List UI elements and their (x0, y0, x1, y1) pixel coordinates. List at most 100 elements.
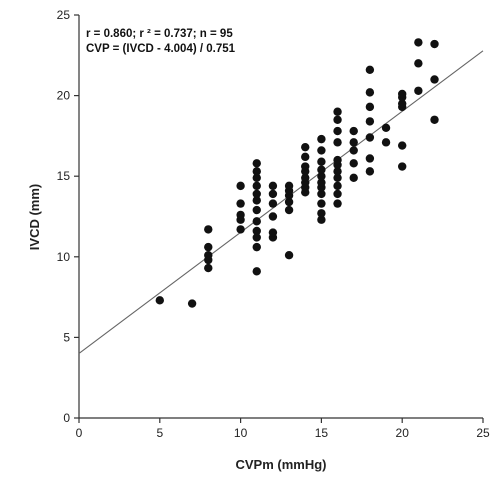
data-point (204, 263, 213, 273)
data-point (414, 59, 423, 68)
data-point (414, 38, 423, 47)
data-point (317, 199, 326, 208)
data-point (301, 162, 310, 171)
data-point (236, 210, 245, 220)
data-point (252, 167, 261, 176)
data-point (349, 146, 358, 155)
data-point (365, 65, 375, 75)
data-point (301, 152, 310, 162)
data-point (430, 75, 439, 84)
data-point (252, 173, 261, 183)
data-point (317, 189, 326, 199)
data-point (252, 233, 261, 242)
data-point (333, 173, 342, 183)
x-tick-label: 15 (315, 426, 329, 440)
data-point (252, 267, 261, 276)
data-point (252, 242, 261, 252)
data-point (365, 167, 375, 176)
data-point (333, 126, 342, 136)
data-point (333, 189, 342, 199)
x-axis-title: CVPm (mmHg) (235, 457, 326, 472)
data-point (268, 212, 278, 221)
data-point (398, 141, 407, 150)
data-point (301, 142, 310, 152)
data-point (365, 88, 375, 97)
data-point (252, 159, 261, 168)
data-point (252, 196, 261, 205)
data-point (333, 181, 342, 191)
data-point (187, 299, 197, 308)
y-tick-label: 5 (63, 330, 70, 344)
data-point (349, 159, 358, 168)
data-point (252, 181, 261, 191)
data-point (365, 154, 375, 163)
data-point (268, 189, 278, 199)
data-point (268, 199, 278, 208)
data-point (333, 115, 342, 124)
data-point (284, 205, 294, 215)
y-tick-label: 15 (57, 169, 71, 183)
regression-line (78, 50, 484, 354)
data-point (301, 173, 310, 183)
data-point (317, 178, 326, 187)
data-point (204, 225, 213, 234)
data-point (317, 209, 326, 218)
data-point (365, 133, 375, 142)
data-point (333, 107, 342, 116)
data-point (414, 86, 423, 95)
data-point (333, 155, 342, 165)
data-point (317, 146, 326, 155)
data-point (430, 115, 439, 124)
y-tick-label: 20 (57, 89, 71, 103)
data-point (365, 102, 375, 112)
data-point (252, 217, 261, 226)
data-point (317, 134, 326, 144)
data-point (204, 250, 213, 260)
data-point (398, 162, 407, 171)
data-point (252, 226, 261, 236)
data-point (398, 89, 407, 99)
data-point (252, 205, 261, 215)
data-point (236, 199, 245, 208)
y-tick-label: 25 (57, 8, 71, 22)
data-point (236, 181, 245, 191)
data-point (317, 172, 326, 181)
x-tick-label: 20 (396, 426, 410, 440)
data-point (155, 296, 164, 305)
data-point (365, 117, 375, 126)
data-point (349, 126, 358, 136)
y-tick-label: 10 (57, 250, 71, 264)
data-point (333, 167, 342, 176)
x-tick-label: 5 (156, 426, 163, 440)
data-point (349, 173, 358, 183)
data-point (349, 138, 358, 147)
x-tick-label: 0 (76, 426, 83, 440)
data-point (333, 138, 342, 147)
data-point (317, 165, 326, 174)
y-tick-label: 0 (63, 411, 70, 425)
data-point (204, 242, 213, 252)
data-point (252, 189, 261, 199)
data-point (381, 123, 391, 133)
data-point (268, 228, 278, 237)
data-point (317, 157, 326, 166)
y-axis-ticks: 0 5 10 15 20 25 (57, 8, 79, 425)
equation-annotation: CVP = (IVCD - 4.004) / 0.751 (86, 43, 236, 55)
data-points (155, 38, 439, 308)
data-point (398, 99, 407, 108)
x-tick-label: 10 (234, 426, 248, 440)
data-point (284, 181, 294, 191)
stats-annotation: r = 0.860; r ² = 0.737; n = 95 (86, 28, 233, 40)
data-point (317, 215, 326, 224)
data-point (333, 199, 342, 208)
plot-area: 0 5 10 15 20 25 0 5 10 15 20 25 (57, 8, 490, 440)
data-point (236, 225, 245, 234)
data-point (284, 197, 294, 207)
x-axis-ticks: 0 5 10 15 20 25 (76, 418, 490, 440)
data-point (284, 250, 294, 260)
data-point (430, 39, 439, 49)
data-point (381, 138, 391, 147)
x-tick-label: 25 (476, 426, 490, 440)
data-point (268, 181, 278, 191)
